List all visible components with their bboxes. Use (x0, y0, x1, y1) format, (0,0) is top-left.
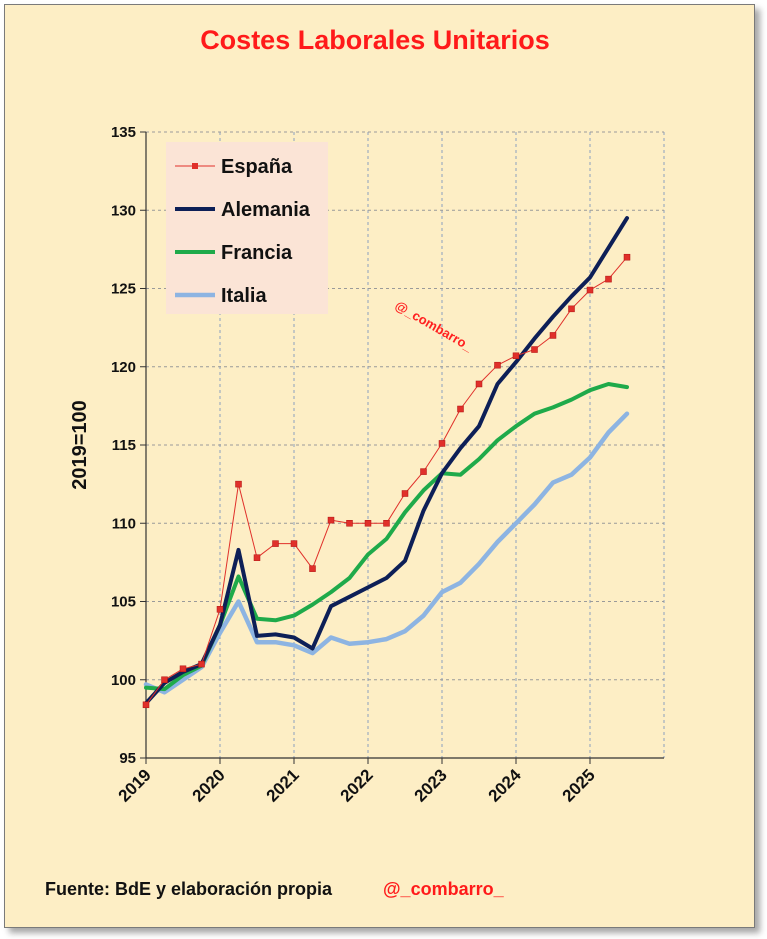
point-espana (364, 520, 372, 527)
x-tick-label: 2020 (189, 765, 229, 805)
point-espana (512, 352, 520, 360)
x-tick-label: 2024 (485, 765, 526, 806)
legend-label-italia: Italia (221, 285, 267, 307)
point-espana (142, 701, 150, 709)
legend-label-francia: Francia (221, 242, 293, 264)
point-espana (161, 676, 168, 683)
point-espana (179, 665, 187, 673)
point-espana (290, 540, 298, 547)
x-tick-label: 2019 (115, 765, 155, 805)
series-line-italia (143, 411, 630, 695)
point-espana (198, 660, 205, 668)
point-espana (401, 490, 409, 497)
y-tick-label: 125 (111, 281, 136, 298)
y-tick-label: 105 (111, 594, 136, 611)
y-tick-label: 95 (119, 750, 136, 767)
x-tick-label: 2022 (337, 765, 377, 805)
legend-marker-espana (192, 163, 198, 169)
point-espana (235, 480, 242, 488)
point-espana (216, 606, 224, 613)
chart-frame: Costes Laborales Unitarios Fuente: BdE y… (4, 4, 755, 928)
footer-handle: @_combarro_ (383, 879, 504, 899)
gridlines (146, 131, 665, 758)
footer-source: Fuente: BdE y elaboración propia (45, 879, 333, 899)
watermark-text: @_combarro_ (393, 298, 477, 355)
point-espana (346, 520, 353, 527)
y-axis-label: 2019=100 (69, 400, 91, 490)
point-espana (586, 286, 594, 294)
series-line-alemania (144, 216, 629, 706)
y-tick-label: 100 (111, 672, 136, 689)
point-espana (457, 405, 464, 413)
x-tick-label: 2025 (559, 765, 599, 805)
point-espana (420, 468, 427, 475)
y-tick-label: 135 (111, 124, 136, 141)
x-tick-label: 2021 (263, 765, 303, 805)
point-espana (549, 332, 557, 339)
point-espana (383, 520, 390, 527)
point-espana (327, 516, 335, 524)
point-espana (438, 440, 446, 447)
y-tick-label: 110 (112, 515, 136, 532)
point-espana (623, 253, 631, 261)
point-espana (494, 361, 501, 369)
legend-label-alemania: Alemania (221, 199, 311, 221)
point-espana (272, 540, 279, 547)
point-espana (531, 346, 538, 353)
point-espana (605, 275, 612, 283)
legend-box (166, 142, 328, 314)
x-tick-label: 2023 (411, 765, 451, 805)
point-espana (253, 554, 261, 561)
point-espana (475, 380, 483, 388)
axes: 95 100 105 110 115 120 125 130 135 2019 2020 2021 20… (69, 124, 664, 806)
y-tick-label: 115 (112, 437, 136, 454)
legend-label-espana: España (221, 156, 293, 178)
series-layer (142, 216, 631, 709)
series-line-francia (144, 382, 629, 692)
legend: España Alemania Francia Italia (166, 142, 328, 314)
point-espana (309, 565, 316, 572)
y-tick-label: 120 (111, 359, 136, 376)
y-tick-label: 130 (111, 202, 136, 219)
chart-title: Costes Laborales Unitarios (200, 25, 550, 55)
point-espana (568, 305, 575, 313)
